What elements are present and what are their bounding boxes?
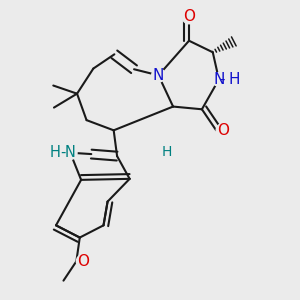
Text: -: - [220,72,225,87]
Text: O: O [217,123,229,138]
Circle shape [212,73,226,86]
Circle shape [64,146,77,160]
Text: N: N [153,68,164,83]
Text: N: N [65,145,76,160]
Text: O: O [77,254,89,269]
Circle shape [216,124,230,137]
Text: H: H [50,145,60,160]
Text: -: - [60,145,65,160]
Circle shape [152,69,165,82]
Text: O: O [183,10,195,25]
Text: H: H [228,72,240,87]
Text: H: H [162,145,172,159]
Circle shape [160,145,174,158]
Circle shape [76,254,90,268]
Circle shape [182,10,196,24]
Text: N: N [213,72,225,87]
